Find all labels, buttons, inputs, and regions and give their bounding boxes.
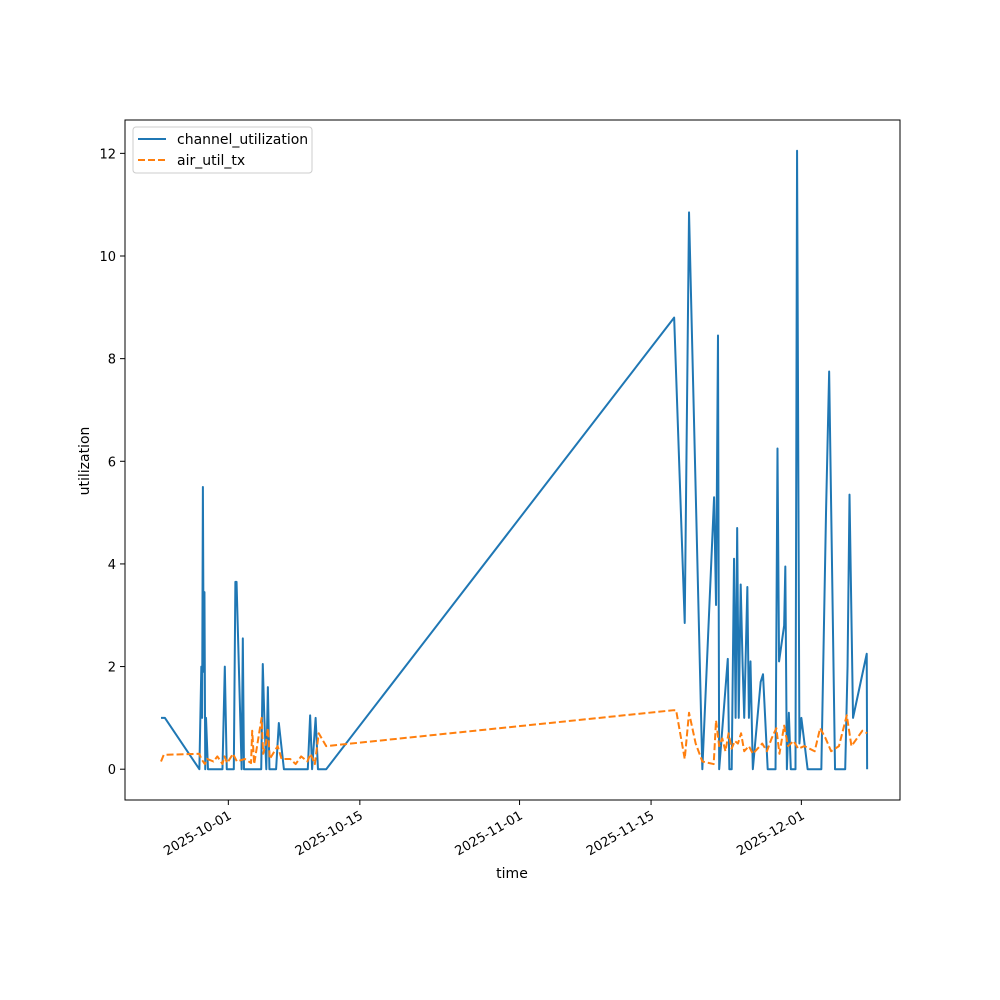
- y-axis: 0 2 4 6 8 10 12: [99, 147, 125, 778]
- series-layer: [160, 149, 869, 771]
- legend-label-channel-utilization: channel_utilization: [177, 132, 308, 148]
- y-tick-label: 2: [108, 661, 116, 676]
- y-tick-label: 4: [108, 558, 116, 573]
- legend-label-air-util-tx: air_util_tx: [177, 153, 245, 169]
- y-tick-label: 6: [108, 455, 116, 470]
- y-tick-label: 0: [108, 763, 116, 778]
- x-axis-label: time: [496, 866, 528, 882]
- legend: channel_utilization air_util_tx: [132, 126, 313, 174]
- y-axis-label: utilization: [77, 427, 93, 496]
- series-line-air-util-tx: [160, 709, 868, 766]
- y-tick-label: 12: [99, 147, 116, 162]
- legend-box: [132, 126, 313, 174]
- y-tick-label: 8: [108, 353, 116, 368]
- y-tick-label: 10: [99, 250, 116, 265]
- plot-frame: [124, 119, 901, 801]
- series-line-channel-utilization: [161, 149, 869, 771]
